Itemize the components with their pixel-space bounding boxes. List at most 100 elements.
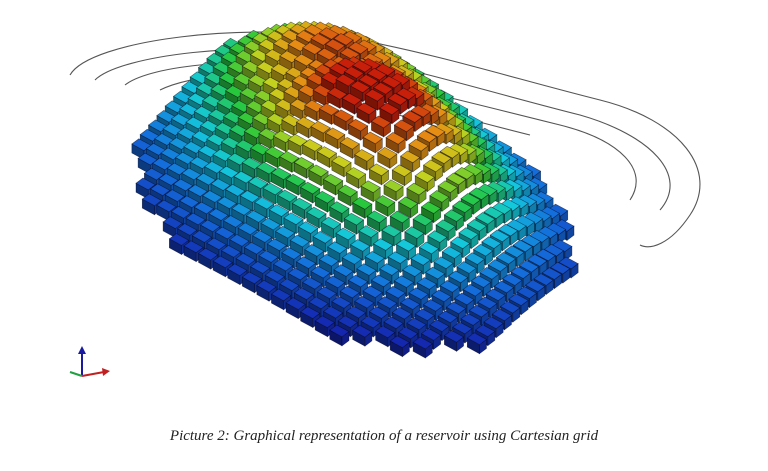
block-top	[491, 308, 513, 322]
block-top	[431, 289, 452, 303]
block-top	[483, 316, 504, 329]
block-top	[362, 131, 383, 145]
x-arrow	[102, 368, 110, 376]
block-top	[252, 230, 273, 243]
block-top	[468, 304, 490, 318]
block-top	[333, 264, 354, 277]
block-top	[558, 256, 579, 270]
block-top	[391, 306, 413, 320]
block-top	[285, 173, 306, 187]
block-top	[412, 336, 433, 350]
block-top	[466, 219, 488, 232]
block-top	[293, 53, 315, 67]
grid-blocks	[131, 20, 579, 359]
block-top	[306, 206, 327, 220]
block-top	[372, 238, 394, 251]
block-top	[350, 80, 371, 93]
block-top	[291, 197, 313, 211]
block-top	[416, 277, 438, 290]
block-top	[352, 324, 373, 338]
block-top	[489, 229, 510, 243]
block-top	[293, 287, 315, 300]
block-top	[425, 124, 446, 138]
y-axis	[69, 371, 83, 377]
block-top	[420, 201, 442, 214]
block-top	[395, 238, 417, 252]
block-top	[397, 196, 419, 210]
block-top	[335, 227, 356, 241]
block-top	[247, 176, 269, 190]
block-top	[516, 286, 538, 299]
block-top	[270, 167, 292, 180]
block-top	[550, 261, 571, 275]
block-top	[260, 217, 281, 231]
block-top	[237, 222, 258, 236]
block-top	[270, 288, 292, 302]
block-top	[243, 241, 265, 255]
block-top	[245, 210, 267, 223]
block-top	[210, 178, 231, 191]
block-top	[520, 234, 542, 248]
block-top	[356, 102, 377, 116]
block-top	[487, 259, 508, 272]
block-top	[202, 190, 223, 203]
block-top	[285, 297, 306, 310]
block-top	[512, 239, 533, 253]
block-top	[456, 261, 477, 274]
block-top	[362, 285, 383, 299]
block-top	[316, 286, 338, 299]
block-top	[364, 88, 385, 102]
block-top	[316, 146, 338, 159]
block-top	[179, 195, 200, 208]
block-top	[162, 216, 183, 229]
block-top	[383, 179, 404, 193]
block-top	[406, 317, 427, 331]
block-top	[389, 210, 410, 224]
block-top	[325, 38, 346, 52]
block-top	[318, 27, 340, 40]
block-top	[233, 170, 254, 184]
block-top	[408, 287, 429, 300]
block-top	[460, 313, 481, 326]
block-top	[443, 330, 465, 343]
block-top	[500, 300, 521, 314]
caption: Picture 2: Graphical representation of a…	[169, 428, 599, 444]
block-top	[495, 251, 517, 265]
block-top	[422, 159, 444, 173]
block-top	[445, 172, 467, 186]
block-top	[412, 213, 433, 227]
block-top	[395, 87, 417, 101]
block-top	[212, 255, 233, 269]
block-top	[262, 182, 283, 196]
block-top	[314, 190, 335, 204]
block-top	[343, 66, 365, 79]
block-top	[391, 164, 413, 177]
block-top	[368, 306, 390, 319]
block-top	[341, 92, 363, 106]
block-top	[143, 167, 165, 181]
block-top	[300, 181, 321, 195]
block-top	[429, 319, 450, 332]
block-top	[400, 150, 421, 164]
block-top	[293, 156, 315, 170]
block-top	[281, 247, 302, 260]
block-top	[475, 212, 496, 225]
block-top	[441, 246, 463, 259]
block-top	[170, 206, 192, 219]
block-top	[383, 316, 404, 329]
block-top	[339, 285, 360, 299]
block-top	[379, 263, 400, 276]
block-top	[431, 151, 452, 164]
block-top	[360, 180, 381, 194]
block-top	[439, 145, 460, 159]
block-top	[183, 240, 204, 254]
block-top	[164, 189, 185, 202]
block-top	[295, 256, 317, 269]
block-top	[535, 248, 556, 262]
block-top	[325, 275, 346, 289]
block-top	[216, 196, 238, 210]
block-top	[289, 234, 310, 248]
block-top	[177, 223, 198, 236]
block-top	[385, 285, 406, 299]
block-top	[402, 264, 423, 277]
